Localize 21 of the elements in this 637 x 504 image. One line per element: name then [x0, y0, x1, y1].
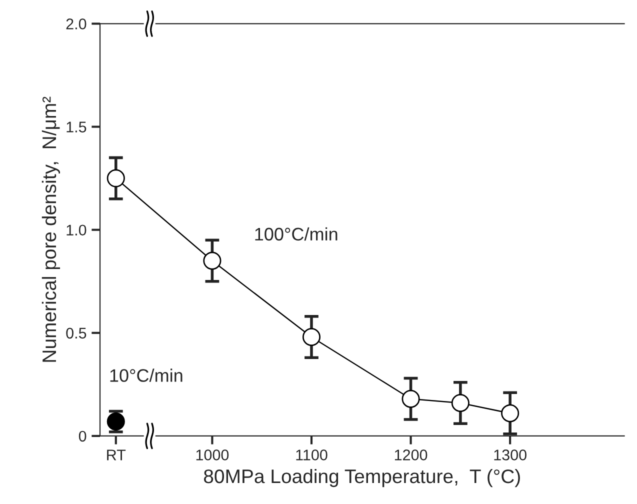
y-tick-label: 1.5	[66, 122, 86, 132]
text: 100°C/min	[255, 227, 338, 241]
y-tick-label: 0	[78, 430, 86, 442]
point	[106, 169, 125, 188]
series-label: 10°C/min	[110, 368, 182, 382]
x-tick-label: 1300	[494, 450, 526, 460]
x-tick-label: 1100	[296, 450, 328, 460]
point	[106, 412, 125, 431]
y-tick-label: 1.0	[66, 224, 86, 236]
y-axis-title: Numerical pore density, N/μm²	[42, 96, 60, 362]
x-tick-label: 1200	[394, 450, 428, 460]
point	[501, 404, 520, 422]
x-axis-title: 80MPa Loading Temperature, T (°C)	[204, 468, 520, 488]
point	[302, 328, 321, 346]
point	[451, 394, 470, 412]
point	[203, 252, 222, 270]
y-tick-label: 2.0	[66, 18, 86, 30]
point	[402, 390, 420, 408]
x-tick-label: RT	[107, 450, 126, 460]
x-tick-label: 1000	[196, 450, 229, 460]
y-tick-label: 0.5	[66, 328, 86, 339]
